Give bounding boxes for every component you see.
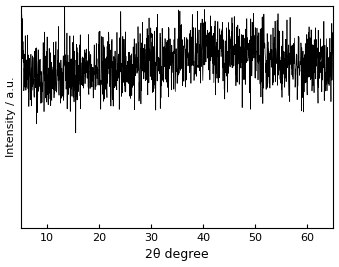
X-axis label: 2θ degree: 2θ degree [145,249,209,261]
Y-axis label: Intensity / a.u.: Intensity / a.u. [5,76,16,157]
